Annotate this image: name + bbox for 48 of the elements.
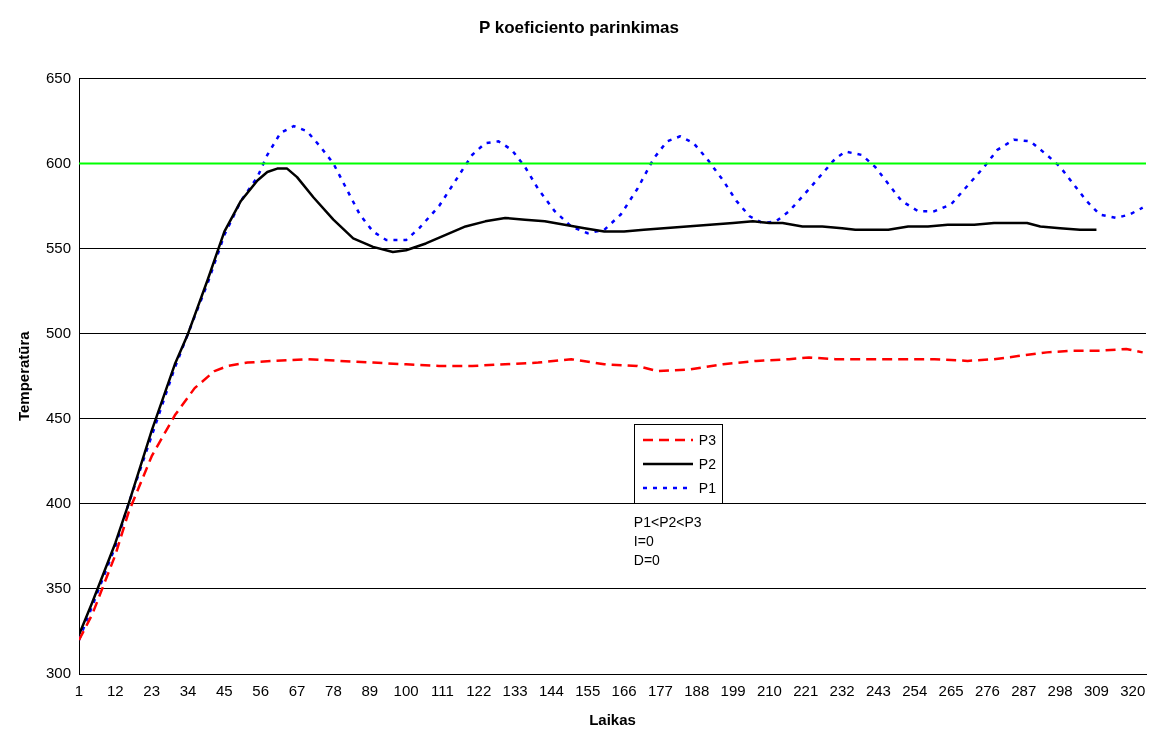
x-tick-label: 210 <box>756 681 782 699</box>
x-tick-label: 1 <box>74 681 84 699</box>
line-series <box>79 347 1144 642</box>
legend-label: P3 <box>698 431 716 448</box>
x-tick-label: 34 <box>179 681 197 699</box>
x-tick-label: 177 <box>647 681 673 699</box>
x-tick-label: 122 <box>466 681 492 699</box>
chart-title: P koeficiento parinkimas <box>479 17 679 37</box>
y-tick-label: 350 <box>46 579 72 597</box>
x-tick-label: 45 <box>216 681 233 699</box>
x-tick-label: 265 <box>938 681 964 699</box>
x-tick-label: 276 <box>974 681 1000 699</box>
y-tick-label: 650 <box>46 68 72 86</box>
x-tick-label: 254 <box>902 681 928 699</box>
x-tick-label: 221 <box>793 681 819 699</box>
annotation: D=0 <box>633 551 661 571</box>
legend-label: P2 <box>698 455 716 472</box>
x-tick-label: 166 <box>611 681 637 699</box>
x-tick-label: 12 <box>107 681 124 699</box>
x-tick-label: 298 <box>1047 681 1073 699</box>
x-tick-label: 100 <box>393 681 419 699</box>
y-tick-label: 550 <box>46 238 72 256</box>
annotation: P1<P2<P3 <box>633 513 702 533</box>
x-axis-title: Laikas <box>589 711 636 729</box>
x-tick-label: 23 <box>143 681 161 699</box>
x-tick-label: 111 <box>430 681 454 699</box>
x-tick-label: 309 <box>1083 681 1109 699</box>
y-tick-label: 500 <box>46 323 72 341</box>
y-tick-label: 400 <box>46 493 72 511</box>
y-tick-label: 450 <box>46 408 72 426</box>
x-tick-label: 188 <box>684 681 710 699</box>
x-tick-label: 232 <box>829 681 855 699</box>
legend-label: P1 <box>698 479 716 496</box>
x-tick-label: 133 <box>502 681 528 699</box>
x-tick-label: 320 <box>1120 681 1146 699</box>
x-tick-label: 243 <box>865 681 891 699</box>
x-tick-label: 89 <box>361 681 379 699</box>
x-tick-label: 144 <box>538 681 564 699</box>
y-tick-label: 300 <box>46 664 72 682</box>
x-tick-label: 56 <box>252 681 270 699</box>
y-axis-title: Temperatūra <box>15 330 33 422</box>
x-tick-label: 199 <box>720 681 746 699</box>
x-tick-label: 78 <box>325 681 342 699</box>
y-tick-label: 600 <box>46 153 72 171</box>
x-tick-label: 67 <box>288 681 306 699</box>
x-tick-label: 155 <box>575 681 601 699</box>
x-tick-label: 287 <box>1011 681 1037 699</box>
annotation: I=0 <box>633 532 655 552</box>
